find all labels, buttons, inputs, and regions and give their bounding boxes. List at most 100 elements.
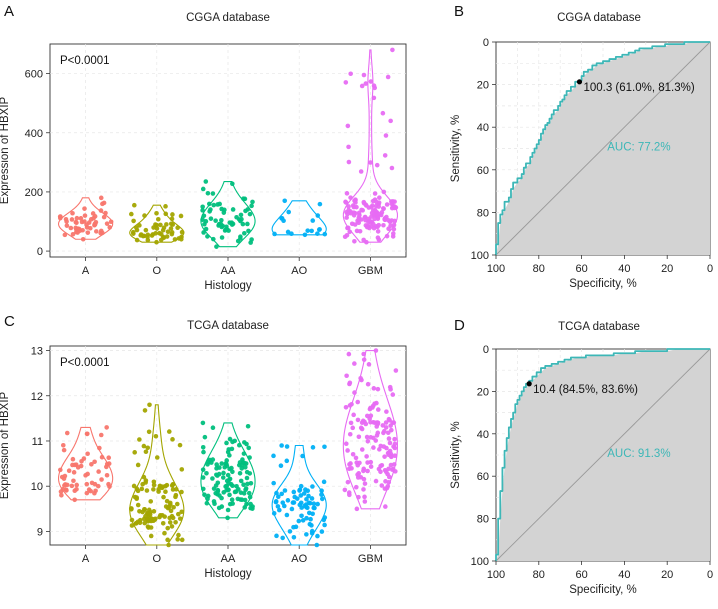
data-point [227,466,232,472]
data-point [71,470,77,475]
data-point [274,490,279,496]
data-point [63,216,69,222]
data-point [377,447,382,452]
data-point [365,468,370,474]
data-point [364,454,369,459]
data-point [380,110,386,116]
data-point [169,524,175,529]
data-point [374,162,380,168]
data-point [383,425,389,430]
panel-label: A [4,3,14,20]
data-point [108,219,114,225]
data-point [380,206,386,211]
data-point [248,480,254,486]
data-point [179,467,185,472]
data-point [383,504,388,509]
data-point [204,500,210,506]
data-point [219,206,224,212]
data-point [272,231,277,237]
data-point [345,225,350,231]
data-point [347,229,353,235]
data-point [347,492,352,498]
y-tick-label: 100 [471,556,489,568]
data-point [381,430,386,436]
data-point [306,493,311,499]
panel-title: CGGA database [557,12,641,24]
data-point [388,387,393,392]
data-point [143,478,149,483]
data-point [361,357,367,362]
data-point [94,229,99,234]
data-point [99,477,104,482]
data-point [354,204,359,210]
data-point [379,483,385,488]
data-point [387,440,393,446]
data-point [382,153,388,158]
data-point [200,475,206,480]
data-point [291,489,297,495]
data-point [171,505,176,510]
data-point [321,517,327,523]
data-point [154,226,160,231]
data-point [376,200,382,205]
data-point [66,468,72,474]
data-point [284,458,290,464]
data-point [271,453,276,459]
data-point [390,47,395,53]
y-axis-label: Expression of HBXIP [0,391,11,499]
data-point [322,522,327,528]
data-point [143,227,149,233]
x-axis-label: Histology [204,568,252,580]
data-point [245,221,250,227]
data-point [389,165,395,171]
data-point [300,453,305,459]
y-tick-label: 100 [471,250,489,262]
data-point [391,222,397,228]
data-point [352,390,357,395]
x-axis-label: Specificity, % [569,278,637,290]
data-point [311,501,317,507]
data-point [346,204,351,209]
data-point [391,226,397,232]
data-point [355,475,361,480]
data-point [128,506,134,511]
data-point [166,542,171,548]
p-value-annotation: P<0.0001 [60,357,110,369]
data-point [203,219,209,224]
data-point [219,461,225,466]
data-point [250,199,255,205]
data-point [362,481,368,486]
y-tick-label: 11 [32,436,43,448]
data-point [376,237,382,243]
data-point [347,462,352,467]
data-point [382,217,388,223]
data-point [384,445,389,451]
data-point [225,515,230,521]
data-point [363,202,369,207]
data-point [216,471,222,477]
panel-title: TCGA database [187,320,269,332]
data-point [70,210,75,216]
panel-b: B CGGA database 100.3 (61.0%, 81.3%) AUC: 7… [450,3,713,290]
data-point [389,218,394,223]
data-point [271,480,276,486]
data-point [389,205,395,211]
data-point [365,438,371,444]
data-point [291,500,297,505]
data-point [345,448,350,453]
data-point [219,235,225,240]
data-point [373,478,379,484]
data-point [92,481,98,487]
data-point [237,442,242,448]
data-point [386,436,392,441]
data-point [164,222,169,227]
data-point [365,381,371,387]
y-tick-label: 60 [477,165,489,177]
data-point [201,486,206,492]
data-point [319,496,325,502]
data-point [169,483,175,488]
data-point [64,430,70,436]
data-point [375,215,381,220]
data-point [132,450,137,455]
data-point [321,479,327,485]
